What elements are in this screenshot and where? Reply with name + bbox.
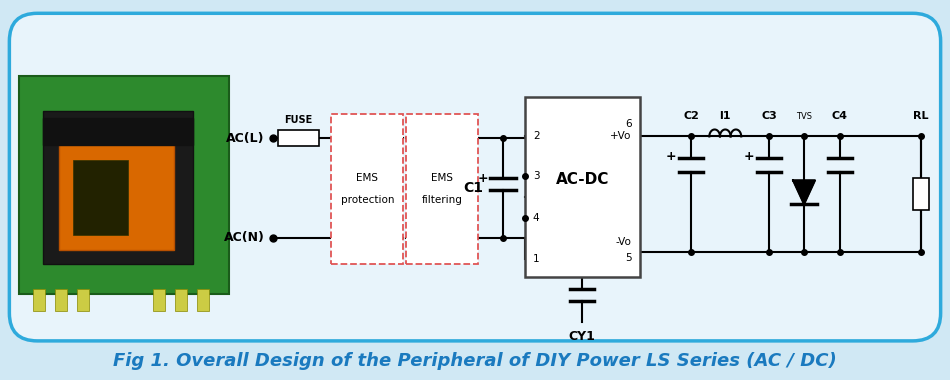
Bar — [33, 289, 46, 311]
Bar — [77, 289, 89, 311]
Text: TVS: TVS — [796, 112, 812, 120]
Text: 5: 5 — [625, 253, 632, 263]
FancyBboxPatch shape — [10, 13, 940, 341]
Text: protection: protection — [340, 195, 394, 205]
Text: 2: 2 — [533, 131, 540, 141]
Bar — [44, 111, 193, 264]
Text: RL: RL — [913, 111, 928, 120]
Bar — [73, 160, 128, 235]
Text: 1: 1 — [533, 254, 540, 264]
Text: AC-DC: AC-DC — [556, 172, 609, 187]
Text: 3: 3 — [533, 171, 540, 181]
Polygon shape — [793, 180, 815, 204]
FancyBboxPatch shape — [407, 114, 478, 264]
Text: l1: l1 — [719, 111, 731, 120]
Text: +Vo: +Vo — [610, 131, 632, 141]
Text: 6: 6 — [625, 119, 632, 128]
Bar — [277, 130, 319, 146]
Text: AC(N): AC(N) — [224, 231, 265, 244]
Text: AC(L): AC(L) — [226, 132, 265, 145]
Text: 4: 4 — [533, 213, 540, 223]
Text: C3: C3 — [761, 111, 777, 120]
Text: FUSE: FUSE — [284, 116, 313, 125]
Text: +: + — [478, 172, 488, 185]
Bar — [44, 117, 193, 145]
Text: C2: C2 — [683, 111, 699, 120]
Text: CY1: CY1 — [569, 330, 596, 343]
Text: +: + — [666, 150, 676, 163]
Bar — [524, 97, 639, 277]
Text: Fig 1. Overall Design of the Peripheral of DIY Power LS Series (AC / DC): Fig 1. Overall Design of the Peripheral … — [113, 352, 837, 370]
Text: EMS: EMS — [356, 173, 378, 183]
Bar — [55, 289, 67, 311]
FancyBboxPatch shape — [332, 114, 403, 264]
Text: C1: C1 — [463, 181, 483, 195]
Text: +: + — [744, 150, 754, 163]
Text: -Vo: -Vo — [616, 237, 632, 247]
Bar — [197, 289, 209, 311]
Bar — [153, 289, 165, 311]
Bar — [913, 178, 929, 210]
Text: filtering: filtering — [422, 195, 463, 205]
Text: C4: C4 — [832, 111, 848, 120]
Text: EMS: EMS — [431, 173, 453, 183]
Bar — [59, 140, 174, 250]
Bar — [175, 289, 187, 311]
Bar — [19, 76, 229, 294]
